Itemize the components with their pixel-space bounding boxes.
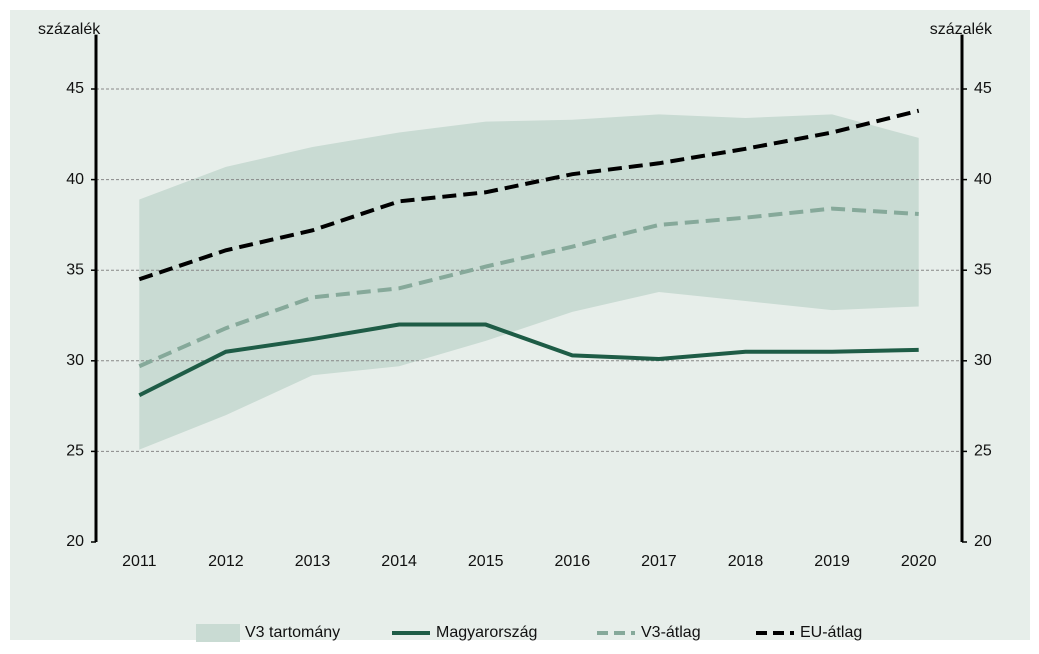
legend-label: Magyarország bbox=[436, 624, 537, 641]
y-tick-label: 40 bbox=[66, 171, 84, 188]
x-tick-label: 2018 bbox=[728, 553, 764, 570]
x-tick-label: 2015 bbox=[468, 553, 504, 570]
y2-tick-label: 45 bbox=[974, 80, 992, 97]
y2-axis-label: százalék bbox=[930, 21, 993, 38]
y-tick-label: 45 bbox=[66, 80, 84, 97]
x-tick-label: 2011 bbox=[122, 553, 157, 570]
legend-label: V3-átlag bbox=[641, 624, 701, 641]
line-series bbox=[138, 322, 919, 398]
y2-tick-label: 35 bbox=[974, 261, 992, 278]
y2-tick-label: 25 bbox=[974, 443, 992, 460]
y-tick-label: 20 bbox=[66, 533, 84, 550]
x-tick-label: 2016 bbox=[555, 553, 591, 570]
y-tick-label: 30 bbox=[66, 352, 84, 369]
y-axis-label: százalék bbox=[38, 21, 101, 38]
y-tick-label: 35 bbox=[66, 261, 84, 278]
line-series bbox=[138, 206, 919, 369]
x-tick-label: 2020 bbox=[901, 553, 937, 570]
x-tick-label: 2017 bbox=[641, 553, 677, 570]
y2-tick-label: 40 bbox=[974, 171, 992, 188]
legend-swatch bbox=[196, 624, 240, 642]
x-tick-label: 2014 bbox=[381, 553, 417, 570]
y2-tick-label: 30 bbox=[974, 352, 992, 369]
line-series bbox=[138, 108, 920, 282]
y-tick-label: 25 bbox=[66, 443, 84, 460]
legend-label: EU-átlag bbox=[800, 624, 862, 641]
x-tick-label: 2013 bbox=[295, 553, 331, 570]
legend-label: V3 tartomány bbox=[245, 624, 340, 641]
y2-tick-label: 20 bbox=[974, 533, 992, 550]
x-tick-label: 2012 bbox=[208, 553, 244, 570]
x-tick-label: 2019 bbox=[814, 553, 850, 570]
range-area bbox=[139, 114, 919, 450]
